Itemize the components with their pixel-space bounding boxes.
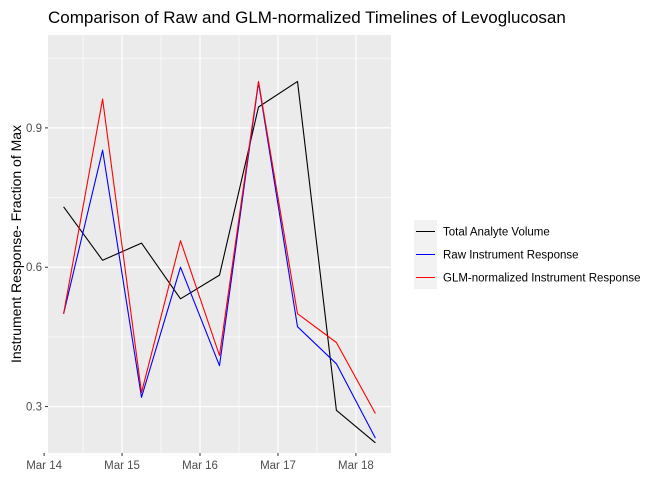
y-tick-label: 0.3	[26, 402, 42, 414]
chart-title: Comparison of Raw and GLM-normalized Tim…	[48, 8, 566, 27]
series-lines	[63, 80, 376, 444]
grid-major	[43, 35, 391, 453]
x-tick-label: Mar 15	[104, 460, 140, 472]
x-tick-label: Mar 17	[260, 460, 296, 472]
y-axis-title: Instrument Response- Fraction of Max	[8, 125, 24, 363]
plot-panel	[48, 35, 391, 453]
x-axis: Mar 14 Mar 15 Mar 16 Mar 17 Mar 18	[26, 453, 374, 472]
legend-label: Total Analyte Volume	[443, 227, 550, 239]
series-line-2	[63, 80, 376, 414]
legend-label: GLM-normalized Instrument Response	[443, 273, 641, 285]
x-tick-label: Mar 14	[26, 460, 62, 472]
series-line-1	[63, 81, 376, 439]
x-tick-label: Mar 18	[338, 460, 374, 472]
series-line-0	[63, 80, 376, 444]
y-tick-label: 0.9	[26, 123, 42, 135]
x-tick-label: Mar 16	[182, 460, 218, 472]
legend-label: Raw Instrument Response	[443, 250, 579, 262]
legend: Total Analyte Volume Raw Instrument Respo…	[414, 220, 641, 289]
y-tick-label: 0.6	[26, 262, 42, 274]
y-axis: 0.3 0.6 0.9	[26, 123, 48, 414]
